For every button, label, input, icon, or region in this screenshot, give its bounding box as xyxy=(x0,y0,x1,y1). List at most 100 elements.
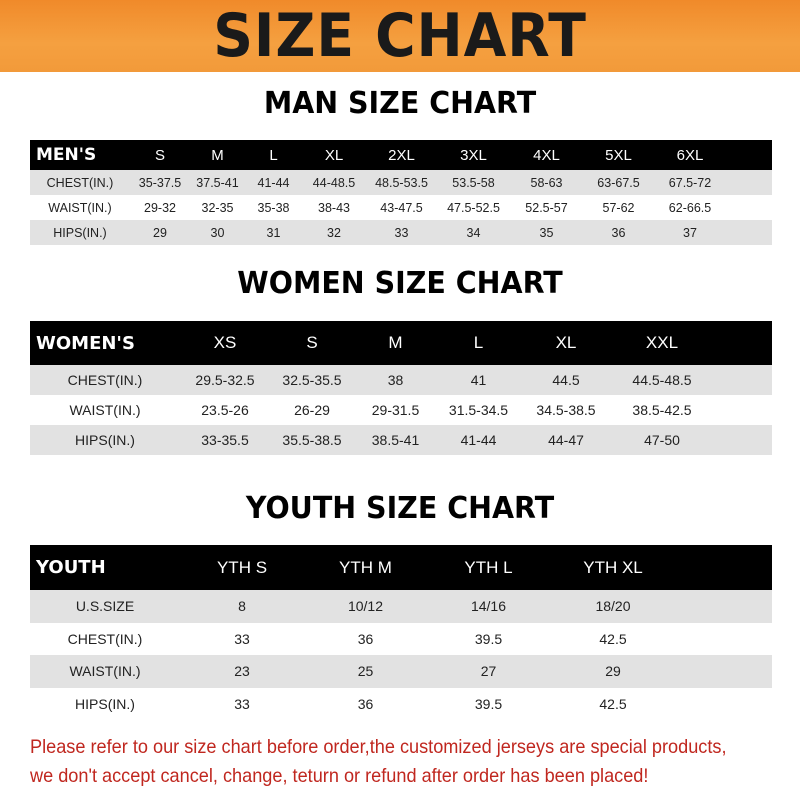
table-cell: L xyxy=(269,146,278,164)
table-cell: 14/16 xyxy=(470,598,507,615)
table-cell: YTH XL xyxy=(583,557,643,577)
table-cell: 38 xyxy=(387,372,404,388)
table-cell: 23.5-26 xyxy=(201,402,249,418)
table-cell: 8 xyxy=(238,598,246,615)
youth-section-title: YOUTH SIZE CHART xyxy=(245,491,555,526)
table-cell: 44-47 xyxy=(548,432,584,448)
table-cell: 29 xyxy=(605,663,621,680)
table-cell: 53.5-58 xyxy=(452,175,495,190)
table-cell: 67.5-72 xyxy=(668,175,712,190)
table-cell: XL xyxy=(324,146,344,164)
table-cell: 32-35 xyxy=(201,200,234,215)
table-cell: 36 xyxy=(357,630,374,647)
table-cell: YTH M xyxy=(339,557,392,577)
table-cell: XXL xyxy=(645,333,679,352)
table-cell: 31.5-34.5 xyxy=(448,402,509,418)
table-cell: 32.5-35.5 xyxy=(282,372,342,388)
table-header-row: MEN'S S M L XL 2XL 3XL 4XL 5XL 6XL xyxy=(30,140,772,170)
table-cell: 43-47.5 xyxy=(380,200,423,215)
table-cell: 34.5-38.5 xyxy=(536,402,596,418)
table-cell: 33 xyxy=(234,695,250,712)
table-header-row: YOUTH YTH S YTH M YTH L YTH XL xyxy=(30,545,772,590)
table-cell: 39.5 xyxy=(474,630,503,647)
table-cell: 38-43 xyxy=(318,200,350,215)
table-cell: 18/20 xyxy=(595,598,631,615)
table-row: HIPS(IN.) 29 30 31 32 33 34 35 36 37 xyxy=(30,220,772,245)
table-cell: 37.5-41 xyxy=(196,175,239,190)
table-cell: 33 xyxy=(394,225,409,240)
table-cell: 52.5-57 xyxy=(525,200,568,215)
table-cell: 47-50 xyxy=(644,432,680,448)
table-row: CHEST(IN.) 35-37.5 37.5-41 41-44 44-48.5 48.5… xyxy=(30,170,772,195)
table-cell: L xyxy=(473,333,484,352)
size-chart-banner: SIZE CHART xyxy=(0,0,800,72)
youth-size-table: YOUTH YTH S YTH M YTH L YTH XL U.S.SIZE 8 10/12… xyxy=(30,545,772,720)
table-cell: 35.5-38.5 xyxy=(282,432,342,448)
table-cell: 42.5 xyxy=(599,695,627,712)
table-cell: 58-63 xyxy=(530,175,563,190)
table-cell: 41-44 xyxy=(257,175,290,190)
row-label: WOMEN'S xyxy=(36,332,135,354)
table-cell: 41 xyxy=(470,372,487,388)
table-cell: 33-35.5 xyxy=(201,432,249,448)
notice-line-1: Please refer to our size chart before or… xyxy=(30,736,727,758)
table-cell: 44-48.5 xyxy=(312,175,356,190)
table-cell: 42.5 xyxy=(599,630,627,647)
table-cell: 36 xyxy=(611,225,626,240)
row-label: YOUTH xyxy=(36,557,106,578)
row-label: U.S.SIZE xyxy=(75,598,135,615)
men-size-table: MEN'S S M L XL 2XL 3XL 4XL 5XL 6XL CHEST(IN.) 35-37… xyxy=(30,140,772,245)
table-cell: 48.5-53.5 xyxy=(375,175,428,190)
table-cell: 47.5-52.5 xyxy=(447,200,500,215)
table-cell: 44.5-48.5 xyxy=(632,372,692,388)
table-cell: 62-66.5 xyxy=(668,200,712,215)
table-row: CHEST(IN.) 29.5-32.5 32.5-35.5 38 41 44.5 44.5… xyxy=(30,365,772,395)
table-cell: XS xyxy=(213,333,237,352)
women-section-title: WOMEN SIZE CHART xyxy=(237,266,563,301)
table-row: WAIST(IN.) 23.5-26 26-29 29-31.5 31.5-34.5 34… xyxy=(30,395,772,425)
table-header-row: WOMEN'S XS S M L XL XXL xyxy=(30,321,772,365)
table-cell: 23 xyxy=(234,663,250,680)
row-label: HIPS(IN.) xyxy=(75,432,135,448)
table-cell: 57-62 xyxy=(602,200,635,215)
table-cell: 38.5-41 xyxy=(371,432,420,448)
table-cell: 37 xyxy=(683,225,697,240)
banner-title: SIZE CHART xyxy=(213,1,587,71)
table-cell: 35-37.5 xyxy=(138,175,182,190)
table-cell: 5XL xyxy=(605,146,632,164)
table-cell: 26-29 xyxy=(294,402,330,418)
table-cell: 4XL xyxy=(533,146,560,164)
table-cell: 30 xyxy=(210,225,225,240)
row-label: HIPS(IN.) xyxy=(53,225,107,240)
table-cell: 36 xyxy=(357,695,374,712)
table-cell: 2XL xyxy=(388,146,415,164)
table-row: WAIST(IN.) 23 25 27 29 xyxy=(30,655,772,688)
table-cell: 35 xyxy=(539,225,554,240)
table-cell: 27 xyxy=(480,663,497,680)
table-cell: 10/12 xyxy=(347,598,384,615)
table-cell: 29-31.5 xyxy=(371,402,420,418)
row-label: MEN'S xyxy=(36,145,97,165)
table-cell: 25 xyxy=(357,663,374,680)
table-cell: 3XL xyxy=(460,146,487,164)
table-cell: 63-67.5 xyxy=(597,175,640,190)
table-cell: 31 xyxy=(266,225,281,240)
table-cell: 38.5-42.5 xyxy=(632,402,692,418)
table-cell: S xyxy=(306,333,318,352)
men-section-title: MAN SIZE CHART xyxy=(263,86,537,121)
table-cell: 29-32 xyxy=(144,200,176,215)
table-row: HIPS(IN.) 33 36 39.5 42.5 xyxy=(30,688,772,721)
table-cell: XL xyxy=(555,333,577,352)
row-label: CHEST(IN.) xyxy=(67,630,143,647)
table-cell: YTH S xyxy=(216,557,268,577)
table-row: CHEST(IN.) 33 36 39.5 42.5 xyxy=(30,623,772,656)
table-row: U.S.SIZE 8 10/12 14/16 18/20 xyxy=(30,590,772,623)
row-label: WAIST(IN.) xyxy=(69,402,141,418)
table-cell: 29 xyxy=(153,225,167,240)
row-label: CHEST(IN.) xyxy=(67,372,143,388)
table-cell: 32 xyxy=(327,225,341,240)
table-row: HIPS(IN.) 33-35.5 35.5-38.5 38.5-41 41-44 44-… xyxy=(30,425,772,455)
table-cell: 44.5 xyxy=(552,372,580,388)
notice-line-2: we don't accept cancel, change, teturn o… xyxy=(30,765,649,787)
table-cell: 41-44 xyxy=(460,432,497,448)
